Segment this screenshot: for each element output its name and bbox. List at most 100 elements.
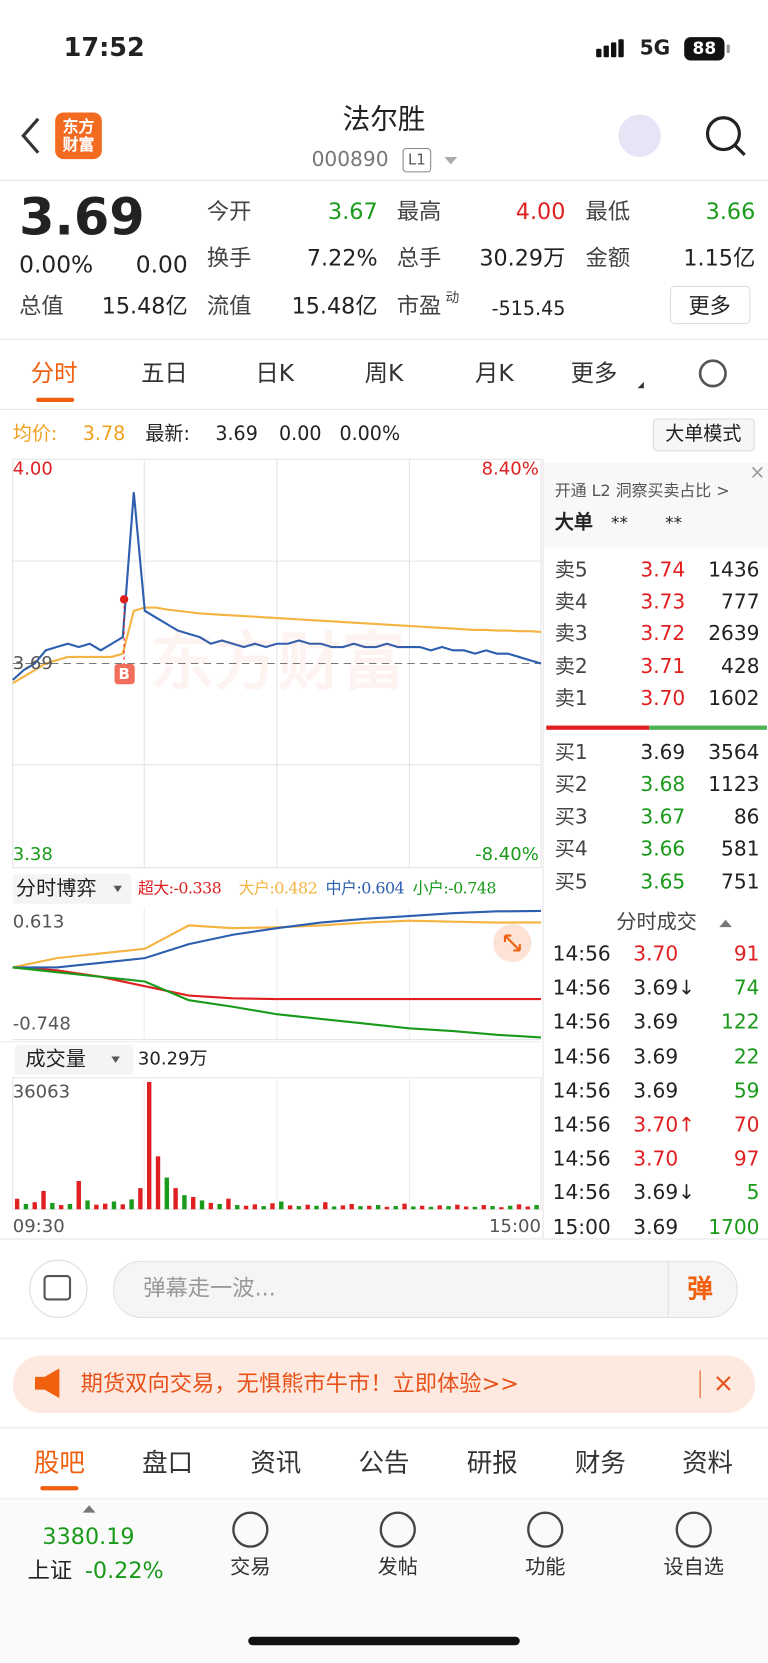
book-label: 买2 (554, 772, 588, 797)
nav-icon[interactable] (527, 1511, 564, 1548)
chart-tab[interactable]: 更多 (570, 360, 618, 388)
chart-tab[interactable]: 五日 (141, 360, 188, 388)
trade-volume: 1700 (708, 1215, 760, 1240)
volume-bar (393, 1206, 398, 1210)
volume-bar (129, 1199, 134, 1210)
dropdown[interactable] (444, 156, 458, 165)
trade-price: 3.69 (633, 1010, 679, 1035)
comment-input[interactable] (112, 1260, 738, 1319)
nav-item[interactable]: 交易 (230, 1555, 271, 1579)
trade-volume: 22 (733, 1044, 760, 1069)
mode-label[interactable]: 大单模式 (665, 423, 742, 446)
nav-icon[interactable] (379, 1511, 416, 1548)
trade-volume: 122 (721, 1010, 760, 1035)
index-name[interactable]: 上证 (27, 1557, 73, 1584)
book-volume: 777 (721, 590, 760, 614)
nav-item[interactable]: 发帖 (377, 1555, 418, 1579)
index-change[interactable]: -0.22% (84, 1557, 164, 1584)
volume-bar (516, 1204, 522, 1210)
book-label: 卖3 (554, 622, 588, 646)
search-icon[interactable] (705, 116, 741, 152)
info-tab[interactable]: 资料 (682, 1447, 733, 1478)
flow-select[interactable] (12, 874, 132, 904)
trade-volume: 91 (733, 942, 760, 966)
trade-time: 14:56 (552, 976, 611, 1000)
comment-placeholder[interactable]: 弹幕走一波... (143, 1275, 276, 1302)
more-button[interactable] (669, 285, 751, 325)
volume-bar (208, 1202, 214, 1210)
flow-label[interactable]: 分时博弈 (15, 876, 97, 901)
marker-box (114, 664, 135, 685)
chart-tab[interactable]: 月K (474, 360, 514, 388)
volume-bar (419, 1205, 425, 1210)
ad-text[interactable]: 期货双向交易，无惧熊市牛市！立即体验>> (80, 1371, 519, 1397)
ad-close[interactable]: × (712, 1368, 735, 1399)
nav-item[interactable]: 功能 (525, 1555, 566, 1579)
legend-entry: 超大:-0.338 (137, 878, 222, 898)
book-volume: 751 (721, 870, 760, 894)
chart-tab[interactable]: 分时 (30, 360, 78, 388)
field-sup: 动 (445, 290, 460, 307)
avatar[interactable] (618, 114, 661, 157)
pct-bottom: -8.40% (475, 843, 539, 866)
volume-bar (14, 1198, 20, 1210)
price-line (12, 492, 542, 681)
book-volume: 1436 (708, 558, 760, 582)
book-price: 3.72 (640, 622, 686, 646)
mode-button[interactable] (652, 418, 755, 452)
ad-icon (35, 1368, 60, 1399)
volume-bar (120, 1204, 125, 1210)
book-volume: 2639 (708, 622, 760, 646)
watermark: 东方财富 (150, 625, 406, 701)
battery-level: 88 (692, 38, 717, 59)
close-promo[interactable]: × (749, 461, 766, 484)
nav-icon[interactable] (232, 1511, 269, 1548)
info-tab[interactable]: 财务 (574, 1447, 626, 1478)
trade-time: 14:56 (552, 1113, 611, 1137)
legend-entry: 小户:-0.748 (412, 878, 497, 898)
info-tab[interactable]: 资讯 (250, 1447, 302, 1478)
info-tab[interactable]: 股吧 (33, 1447, 85, 1478)
tab-underline (36, 397, 75, 403)
latest-label: 最新: (145, 423, 190, 446)
volume-bar (67, 1203, 73, 1210)
stock-code: 000890 (311, 147, 389, 172)
change-abs: 0.00 (135, 252, 188, 279)
volume-bar (446, 1206, 451, 1210)
danmu-button[interactable]: 弹 (687, 1273, 713, 1304)
battery-body (684, 37, 725, 61)
index-up (82, 1505, 96, 1513)
chart-tab[interactable]: 日K (255, 360, 295, 388)
note-button[interactable] (29, 1259, 88, 1319)
trade-price: 3.69↓ (633, 1181, 696, 1205)
info-tab[interactable]: 公告 (358, 1447, 410, 1478)
trade-volume: 97 (733, 1147, 760, 1171)
volume-bar (402, 1203, 407, 1210)
nav-item[interactable]: 设自选 (663, 1555, 724, 1579)
volume-bar (472, 1206, 478, 1210)
price: 3.69 (19, 187, 145, 248)
ad-banner[interactable] (12, 1355, 756, 1413)
trade-price: 3.69↓ (633, 976, 696, 1000)
field-value: 1.15亿 (683, 245, 756, 272)
l2-promo: 开通 L2 洞察买卖占比 > (554, 481, 730, 501)
volume-select[interactable] (14, 1044, 134, 1075)
trade-price: 3.69 (633, 1044, 679, 1069)
info-tab[interactable]: 研报 (466, 1447, 518, 1478)
index-value[interactable]: 3380.19 (42, 1523, 135, 1550)
volume-label[interactable]: 成交量 (25, 1047, 86, 1071)
field-label: 最低 (585, 198, 631, 225)
volume-bar (235, 1205, 240, 1210)
back-arrow[interactable] (21, 117, 40, 154)
info-tab[interactable]: 盘口 (142, 1447, 194, 1478)
more-label[interactable]: 更多 (688, 292, 731, 319)
volume-bar (507, 1205, 513, 1210)
chart-tab[interactable]: 周K (364, 360, 404, 388)
settings-icon[interactable] (698, 359, 727, 388)
y-mid: 3.69 (12, 652, 53, 675)
trade-time: 14:56 (552, 1010, 611, 1035)
volume-bar (305, 1204, 310, 1210)
nav-icon[interactable] (675, 1511, 712, 1548)
volume-bar (76, 1181, 81, 1210)
